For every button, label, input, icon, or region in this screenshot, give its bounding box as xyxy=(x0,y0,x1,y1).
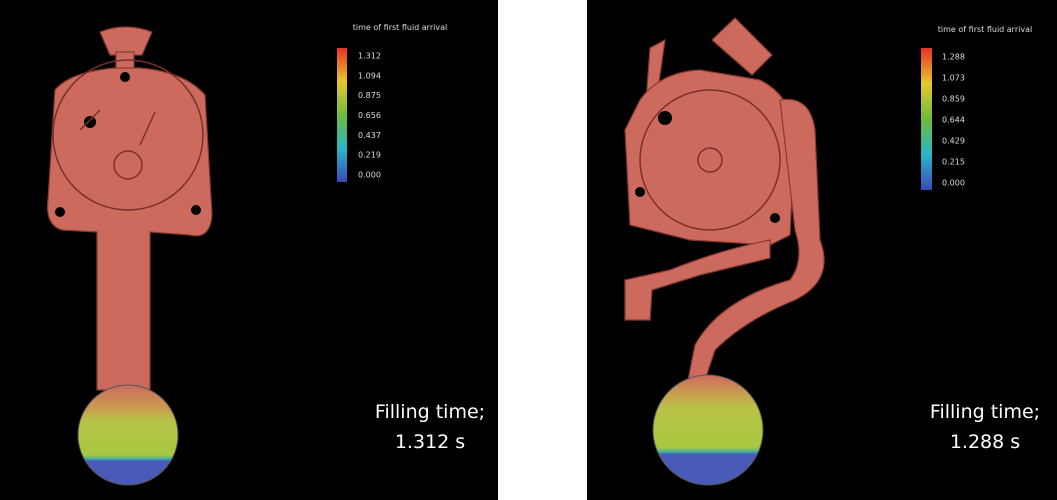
legend-tick-label: 1.094 xyxy=(358,71,381,80)
legend-tick-label: 0.000 xyxy=(358,171,381,180)
legend-tick-label: 0.875 xyxy=(358,91,381,100)
color-bar xyxy=(921,48,932,190)
legend-tick-label: 0.215 xyxy=(942,158,965,167)
legend-tick-label: 0.644 xyxy=(942,116,965,125)
legend-tick-label: 0.437 xyxy=(358,131,381,140)
legend-title: time of first fluid arrival xyxy=(353,23,447,32)
caption: 1.288 s xyxy=(950,431,1020,453)
caption: Filling time; xyxy=(375,401,485,423)
legend-tick-label: 0.429 xyxy=(942,137,965,146)
legend-tick-label: 0.219 xyxy=(358,151,381,160)
legend-tick-label: 0.000 xyxy=(942,179,965,188)
legend-tick-label: 1.312 xyxy=(358,52,381,61)
caption: Filling time; xyxy=(930,401,1040,423)
legend-tick-label: 0.656 xyxy=(358,111,381,120)
panel-background xyxy=(0,0,498,500)
legend-title: time of first fluid arrival xyxy=(938,25,1032,34)
legend-tick-label: 1.288 xyxy=(942,53,965,62)
legend-tick-label: 1.073 xyxy=(942,74,965,83)
color-bar xyxy=(337,48,347,182)
legend-tick-label: 0.859 xyxy=(942,95,965,104)
caption: 1.312 s xyxy=(395,431,465,453)
figure: time of first fluid arrival 1.312 1.094 0.8… xyxy=(0,0,1057,500)
